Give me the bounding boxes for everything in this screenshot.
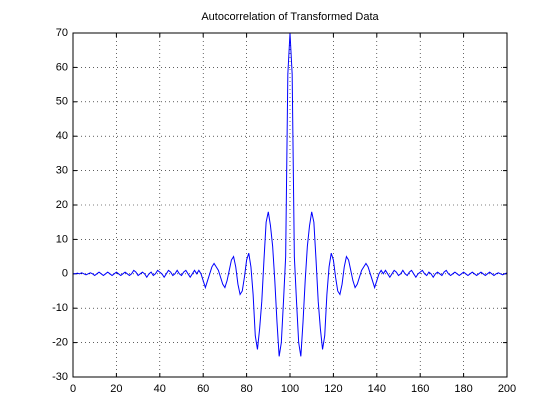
x-tick-label: 120 xyxy=(324,383,342,395)
y-tick-label: 10 xyxy=(56,233,68,245)
y-tick-label: -30 xyxy=(52,371,68,383)
x-tick-label: 40 xyxy=(154,383,166,395)
plot-frame xyxy=(72,32,508,378)
x-tick-label: 60 xyxy=(197,383,209,395)
x-tick-label: 100 xyxy=(281,383,299,395)
x-tick-label: 80 xyxy=(240,383,252,395)
y-tick-label: -10 xyxy=(52,302,68,314)
x-tick-label: 200 xyxy=(498,383,516,395)
y-tick-label: 70 xyxy=(56,27,68,39)
y-tick-label: 20 xyxy=(56,199,68,211)
y-tick-label: 40 xyxy=(56,130,68,142)
y-tick-label: -20 xyxy=(52,337,68,349)
y-tick-label: 60 xyxy=(56,61,68,73)
y-tick-label: 30 xyxy=(56,165,68,177)
x-tick-label: 140 xyxy=(368,383,386,395)
y-tick-label: 0 xyxy=(62,268,68,280)
x-tick-label: 160 xyxy=(411,383,429,395)
chart-title: Autocorrelation of Transformed Data xyxy=(201,11,379,23)
x-tick-label: 0 xyxy=(70,383,76,395)
x-tick-label: 180 xyxy=(454,383,472,395)
y-tick-label: 50 xyxy=(56,96,68,108)
x-tick-label: 20 xyxy=(110,383,122,395)
